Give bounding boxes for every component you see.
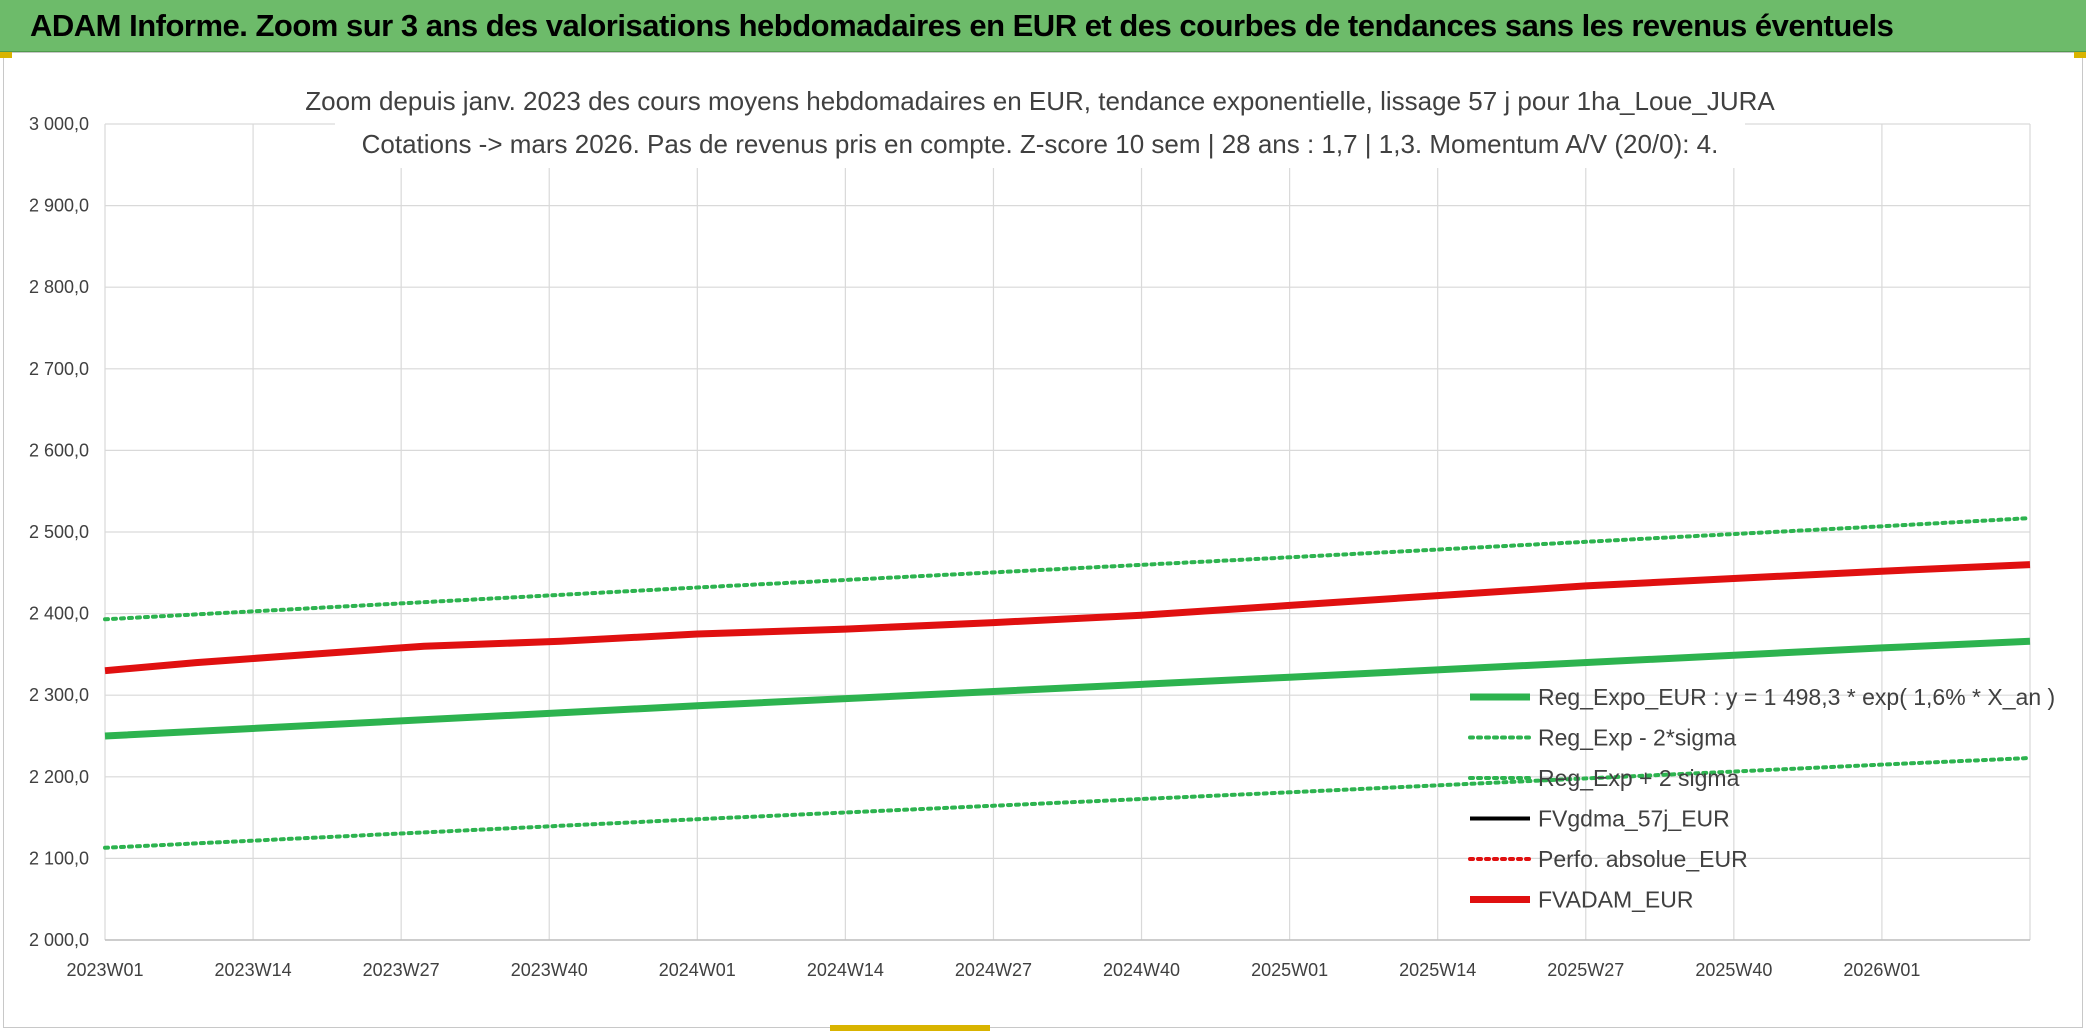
y-tick-label: 2 000,0 (29, 930, 89, 950)
page-title: ADAM Informe. Zoom sur 3 ans des valoris… (30, 8, 1894, 43)
x-tick-label: 2023W01 (66, 960, 143, 980)
header-bar: ADAM Informe. Zoom sur 3 ans des valoris… (0, 0, 2086, 52)
y-tick-label: 3 000,0 (29, 114, 89, 134)
x-tick-label: 2025W27 (1547, 960, 1624, 980)
series-line (104, 637, 2031, 740)
y-tick-label: 2 600,0 (29, 440, 89, 460)
grid (104, 123, 2031, 941)
corner-marker (2074, 52, 2086, 58)
x-tick-label: 2024W01 (659, 960, 736, 980)
chart-title-line2: Cotations -> mars 2026. Pas de revenus p… (362, 129, 1719, 159)
x-tick-label: 2024W40 (1103, 960, 1180, 980)
y-axis: 2 000,0 2 100,0 2 200,0 2 300,0 2 400,0 2 500… (29, 114, 89, 950)
title-background (335, 72, 1745, 168)
x-tick-label: 2024W14 (807, 960, 884, 980)
y-tick-label: 2 300,0 (29, 685, 89, 705)
chart-title-line1: Zoom depuis janv. 2023 des cours moyens … (305, 86, 1775, 116)
legend-label: Reg_Exp + 2 sigma (1538, 765, 1740, 791)
x-tick-label: 2024W27 (955, 960, 1032, 980)
y-tick-label: 2 500,0 (29, 522, 89, 542)
series-layer (103, 516, 2032, 850)
legend-label: FVADAM_EUR (1538, 887, 1694, 913)
y-tick-label: 2 100,0 (29, 848, 89, 868)
legend: Reg_Expo_EUR : y = 1 498,3 * exp( 1,6% *… (1468, 684, 2055, 913)
x-axis: 2023W01 2023W14 2023W27 2023W40 2024W01 2024W… (66, 960, 1920, 980)
x-tick-label: 2026W01 (1843, 960, 1920, 980)
y-tick-label: 2 800,0 (29, 277, 89, 297)
y-tick-label: 2 400,0 (29, 604, 89, 624)
x-tick-label: 2025W14 (1399, 960, 1476, 980)
legend-label: FVgdma_57j_EUR (1538, 806, 1730, 832)
x-tick-label: 2023W14 (215, 960, 292, 980)
series-line (104, 561, 2031, 675)
series-line (103, 516, 2032, 622)
y-tick-label: 2 700,0 (29, 359, 89, 379)
corner-marker (0, 52, 12, 58)
x-tick-label: 2023W40 (511, 960, 588, 980)
legend-label: Perfo. absolue_EUR (1538, 846, 1748, 872)
x-tick-label: 2025W01 (1251, 960, 1328, 980)
y-tick-label: 2 900,0 (29, 196, 89, 216)
x-tick-label: 2023W27 (363, 960, 440, 980)
legend-label: Reg_Expo_EUR : y = 1 498,3 * exp( 1,6% *… (1538, 684, 2055, 710)
y-tick-label: 2 200,0 (29, 767, 89, 787)
corner-marker (830, 1025, 990, 1031)
legend-label: Reg_Exp - 2*sigma (1538, 725, 1736, 751)
series-line (103, 756, 2032, 850)
chart-frame (3, 52, 2083, 1028)
x-tick-label: 2025W40 (1695, 960, 1772, 980)
